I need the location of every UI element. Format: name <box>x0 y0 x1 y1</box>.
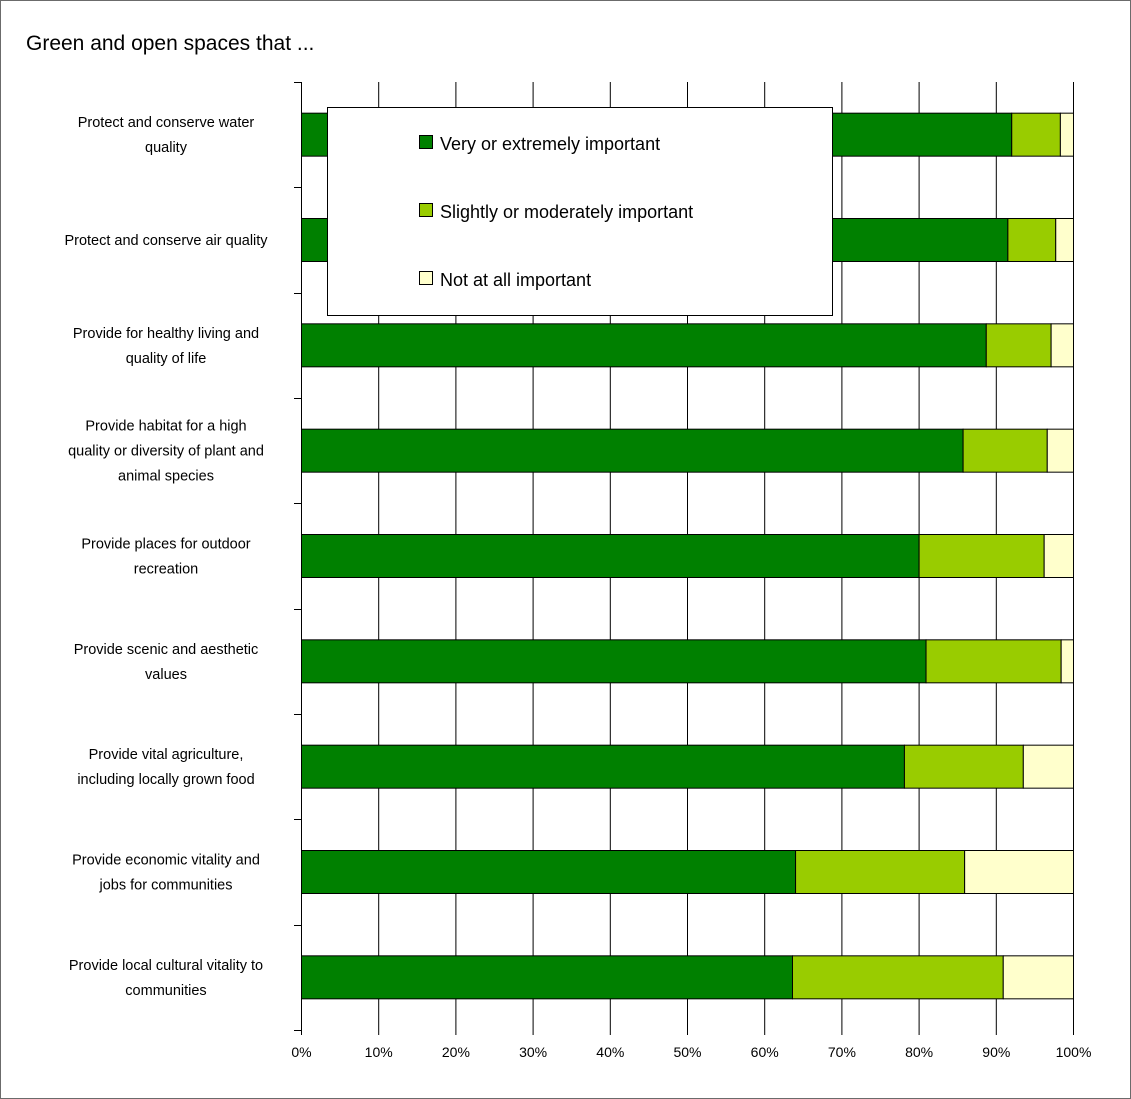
bar-segment <box>301 744 905 789</box>
category-label: Provide scenic and aesthetic values <box>74 642 259 683</box>
legend-swatch <box>419 135 433 149</box>
bar-segment <box>791 955 1004 1000</box>
legend-label: Very or extremely important <box>440 134 660 154</box>
bar-segment <box>301 534 920 578</box>
bar-segment <box>918 534 1045 578</box>
bar-segment <box>1046 428 1074 473</box>
legend-label: Slightly or moderately important <box>440 202 693 222</box>
bar-segment <box>903 744 1024 789</box>
x-tick-label: 10% <box>365 1044 393 1060</box>
bar-segment <box>1055 218 1075 262</box>
legend-swatch <box>419 203 433 217</box>
bar-segment <box>985 323 1052 368</box>
category-label: Provide economic vitality and jobs for co… <box>72 853 260 894</box>
legend-box <box>327 107 833 316</box>
bar-segment <box>1059 112 1074 157</box>
bar-segment <box>964 850 1075 894</box>
legend-label: Not at all important <box>440 270 591 290</box>
x-tick-label: 20% <box>442 1044 470 1060</box>
category-label: Protect and conserve water quality <box>78 115 255 156</box>
x-tick-label: 50% <box>673 1044 701 1060</box>
bar-segment <box>1007 218 1057 262</box>
bar-segment <box>1043 534 1074 578</box>
x-tick-label: 90% <box>982 1044 1010 1060</box>
bar-segment <box>962 428 1048 473</box>
bar-segment <box>1022 744 1075 789</box>
bar-segment <box>1050 323 1075 368</box>
bar-segment <box>1011 112 1061 157</box>
bar-segment <box>1060 639 1074 684</box>
x-tick-label: 100% <box>1056 1044 1092 1060</box>
bar-segment <box>1002 955 1074 1000</box>
x-tick-label: 60% <box>751 1044 779 1060</box>
bar-segment <box>301 955 793 1000</box>
x-tick-label: 80% <box>905 1044 933 1060</box>
category-label: Protect and conserve air quality <box>64 233 268 249</box>
legend: Very or extremely important Slightly or m… <box>327 107 833 316</box>
chart-title: Green and open spaces that ... <box>26 32 315 55</box>
category-label: Provide for healthy living and quality of… <box>73 326 259 367</box>
category-label: Provide habitat for a high quality or div… <box>68 419 264 485</box>
category-label: Provide places for outdoor recreation <box>81 537 250 578</box>
bar-segment <box>301 639 927 684</box>
category-label: Provide local cultural vitality to commun… <box>69 958 263 999</box>
bar-segment <box>301 323 987 368</box>
bar-segment <box>301 428 964 473</box>
axis-layer: 0% 10% 20% 30% 40% 50% 60% 70% 80% 90% 100% <box>291 82 1091 1060</box>
x-tick-label: 40% <box>596 1044 624 1060</box>
x-tick-label: 70% <box>828 1044 856 1060</box>
bar-segment <box>795 850 966 894</box>
x-tick-label: 30% <box>519 1044 547 1060</box>
bar-segment <box>301 850 797 894</box>
legend-swatch <box>419 271 433 285</box>
category-label: Provide vital agriculture, including loca… <box>77 747 254 788</box>
x-tick-label: 0% <box>291 1044 311 1060</box>
bar-segment <box>925 639 1062 684</box>
labels-layer: Protect and conserve water quality Protect… <box>64 115 268 999</box>
